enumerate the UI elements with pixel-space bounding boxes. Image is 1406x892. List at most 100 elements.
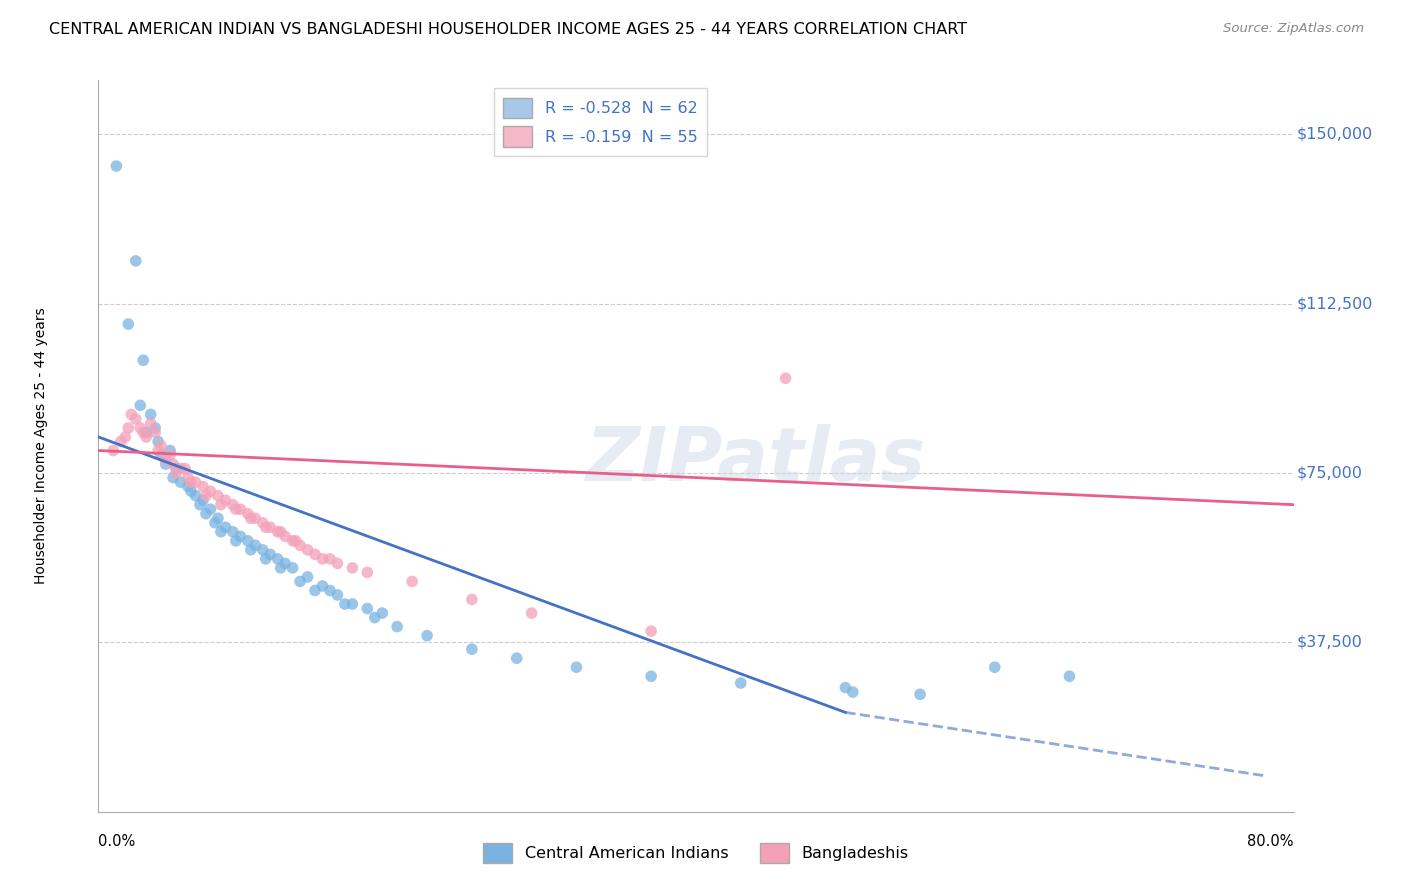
Point <box>252 542 274 557</box>
Point <box>252 516 274 530</box>
Point <box>319 552 342 566</box>
Point <box>120 408 142 422</box>
Point <box>371 606 394 620</box>
Point <box>214 520 236 534</box>
Text: Source: ZipAtlas.com: Source: ZipAtlas.com <box>1223 22 1364 36</box>
Point <box>184 475 207 489</box>
Point <box>401 574 423 589</box>
Point <box>214 493 236 508</box>
Point <box>139 408 162 422</box>
Text: ZIPatlas: ZIPatlas <box>586 424 925 497</box>
Point <box>125 412 148 426</box>
Point <box>180 475 202 489</box>
Point <box>209 524 232 539</box>
Legend: Central American Indians, Bangladeshis: Central American Indians, Bangladeshis <box>477 837 915 870</box>
Point <box>150 448 173 462</box>
Point <box>506 651 529 665</box>
Point <box>356 601 378 615</box>
Point <box>225 533 247 548</box>
Text: CENTRAL AMERICAN INDIAN VS BANGLADESHI HOUSEHOLDER INCOME AGES 25 - 44 YEARS COR: CENTRAL AMERICAN INDIAN VS BANGLADESHI H… <box>49 22 967 37</box>
Point <box>132 353 155 368</box>
Point <box>416 629 439 643</box>
Point <box>148 443 170 458</box>
Point <box>129 421 152 435</box>
Point <box>245 511 267 525</box>
Point <box>135 425 157 440</box>
Point <box>169 461 191 475</box>
Point <box>270 524 292 539</box>
Point <box>191 480 214 494</box>
Point <box>640 624 662 639</box>
Point <box>326 557 349 571</box>
Point <box>259 547 281 561</box>
Point <box>184 489 207 503</box>
Point <box>245 538 267 552</box>
Point <box>908 687 931 701</box>
Point <box>222 524 245 539</box>
Point <box>640 669 662 683</box>
Point <box>274 557 297 571</box>
Point <box>103 443 125 458</box>
Point <box>326 588 349 602</box>
Point <box>162 457 184 471</box>
Point <box>165 461 187 475</box>
Point <box>461 642 484 657</box>
Point <box>191 493 214 508</box>
Point <box>174 461 197 475</box>
Point <box>155 452 177 467</box>
Point <box>1059 669 1081 683</box>
Point <box>342 561 364 575</box>
Point <box>150 439 173 453</box>
Point <box>114 430 136 444</box>
Point <box>225 502 247 516</box>
Point <box>565 660 588 674</box>
Point <box>304 583 326 598</box>
Point <box>461 592 484 607</box>
Point <box>281 561 304 575</box>
Text: $112,500: $112,500 <box>1298 296 1374 311</box>
Point <box>311 579 333 593</box>
Point <box>143 421 166 435</box>
Point <box>304 547 326 561</box>
Point <box>188 498 211 512</box>
Point <box>125 253 148 268</box>
Point <box>155 457 177 471</box>
Point <box>159 448 181 462</box>
Point <box>159 443 181 458</box>
Point <box>385 619 409 633</box>
Point <box>169 475 191 489</box>
Point <box>270 561 292 575</box>
Point <box>342 597 364 611</box>
Point <box>229 529 252 543</box>
Point <box>132 425 155 440</box>
Point <box>730 676 752 690</box>
Point <box>274 529 297 543</box>
Point <box>319 583 342 598</box>
Point <box>297 542 319 557</box>
Text: $150,000: $150,000 <box>1298 127 1374 142</box>
Text: Householder Income Ages 25 - 44 years: Householder Income Ages 25 - 44 years <box>34 308 48 584</box>
Point <box>177 480 200 494</box>
Point <box>775 371 797 385</box>
Point <box>207 489 229 503</box>
Point <box>148 434 170 449</box>
Point <box>239 511 262 525</box>
Point <box>267 524 290 539</box>
Point <box>288 538 311 552</box>
Point <box>834 681 856 695</box>
Point <box>281 533 304 548</box>
Point <box>239 542 262 557</box>
Point <box>207 511 229 525</box>
Point <box>135 430 157 444</box>
Point <box>254 520 277 534</box>
Point <box>117 317 139 331</box>
Point <box>984 660 1007 674</box>
Point <box>267 552 290 566</box>
Point <box>195 489 218 503</box>
Point <box>520 606 543 620</box>
Point <box>180 484 202 499</box>
Text: 80.0%: 80.0% <box>1247 834 1294 848</box>
Point <box>311 552 333 566</box>
Point <box>204 516 226 530</box>
Point <box>139 417 162 431</box>
